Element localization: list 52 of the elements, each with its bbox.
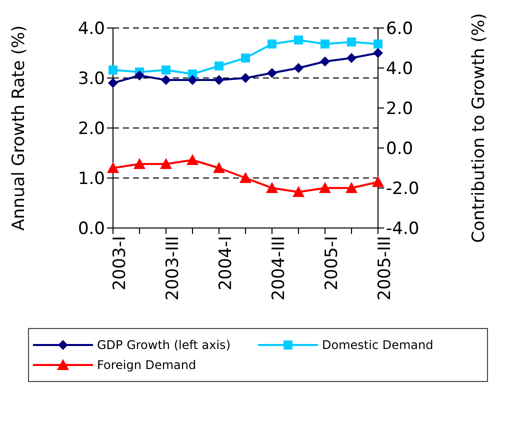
x-tick-label: 2004-I <box>216 236 236 290</box>
point <box>373 48 383 58</box>
x-tick-label: 2005-I <box>322 236 342 290</box>
point <box>346 53 356 63</box>
point <box>320 56 330 66</box>
point <box>162 66 170 74</box>
y2-tick-label: -2.0 <box>386 179 420 200</box>
point <box>214 62 224 70</box>
x-tick-label: 2003-III <box>163 236 184 300</box>
point <box>134 70 144 80</box>
y2-tick-label: 6.0 <box>386 19 414 40</box>
point <box>241 54 250 62</box>
point <box>240 73 250 83</box>
x-tick-label: 2005-III <box>375 236 396 300</box>
point <box>294 36 303 44</box>
point <box>108 78 118 88</box>
point <box>240 172 252 183</box>
x-tick-label: 2004-III <box>269 236 290 300</box>
legend-label: Domestic Demand <box>322 338 434 352</box>
point <box>346 182 358 193</box>
point <box>320 40 330 48</box>
point <box>213 162 225 173</box>
point <box>319 182 331 193</box>
y2-axis-title: Contribution to Growth (%) <box>469 13 490 243</box>
y-tick-label: 1.0 <box>78 169 105 190</box>
y-tick-label: 0.0 <box>78 219 105 240</box>
point <box>374 40 382 48</box>
y-tick-label: 4.0 <box>78 19 105 40</box>
point <box>188 75 198 85</box>
point <box>214 75 224 85</box>
y-tick-label: 2.0 <box>78 119 105 140</box>
y-tick-label: 3.0 <box>78 69 105 90</box>
point <box>134 158 146 169</box>
point <box>186 154 198 165</box>
point <box>107 162 119 173</box>
x-tick-label: 2003-I <box>110 236 130 290</box>
legend-label: GDP Growth (left axis) <box>97 338 230 352</box>
y-axis-title: Annual Growth Rate (%) <box>9 25 30 231</box>
y2-tick-label: 2.0 <box>386 99 414 120</box>
point <box>267 68 277 78</box>
point <box>266 182 278 193</box>
point <box>160 158 172 169</box>
point <box>161 75 171 85</box>
point <box>268 40 276 48</box>
point <box>294 63 304 73</box>
point <box>372 176 384 187</box>
y2-tick-label: 4.0 <box>386 59 414 80</box>
point <box>292 186 304 197</box>
point <box>108 66 118 74</box>
point <box>347 38 356 46</box>
legend-label: Foreign Demand <box>97 358 196 372</box>
y2-tick-label: 0.0 <box>386 139 414 160</box>
